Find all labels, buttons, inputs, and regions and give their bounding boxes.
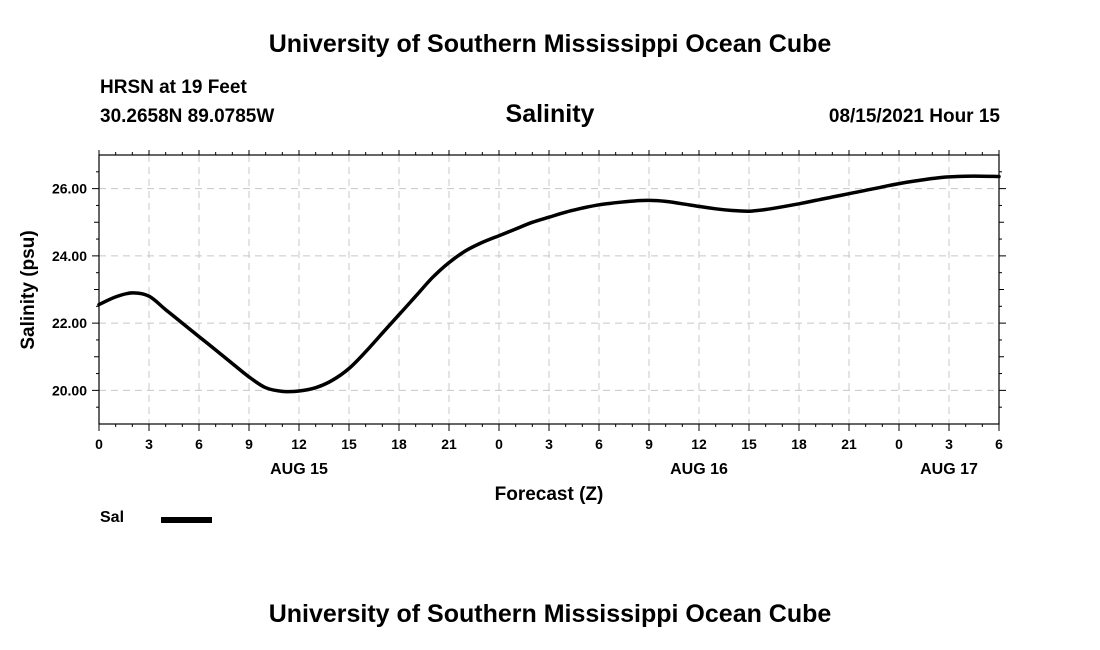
run-time-label: 08/15/2021 Hour 15 [828,106,1000,127]
x-tick-label: 3 [145,436,153,452]
x-tick-label: 6 [595,436,603,452]
chart-title-bottom: University of Southern Mississippi Ocean… [268,600,832,628]
x-tick-label: 0 [495,436,503,452]
date-label: AUG 17 [920,461,978,478]
chart-title-top: University of Southern Mississippi Ocean… [268,30,832,58]
x-tick-label: 15 [341,436,357,452]
y-tick-label: 24.00 [52,248,87,264]
x-tick-label: 15 [741,436,757,452]
x-tick-label: 6 [995,436,1003,452]
x-tick-label: 18 [791,436,807,452]
x-tick-label: 9 [245,436,253,452]
series-line-sal [97,174,1001,394]
x-tick-label: 12 [291,436,307,452]
date-label: AUG 15 [270,461,328,478]
coordinates-label: 30.2658N 89.0785W [100,106,275,127]
x-tick-label: 3 [545,436,553,452]
y-axis-label: Salinity (psu) [18,230,39,349]
x-tick-label: 0 [95,436,103,452]
x-tick-label: 0 [895,436,903,452]
station-label: HRSN at 19 Feet [100,77,247,98]
x-tick-label: 21 [841,436,857,452]
y-tick-label: 22.00 [52,315,87,331]
x-tick-label: 18 [391,436,407,452]
x-axis-label: Forecast (Z) [495,484,604,505]
x-tick-label: 12 [691,436,707,452]
legend-label: Sal [100,509,125,526]
y-tick-label: 20.00 [52,382,87,398]
legend-swatch [161,517,212,523]
variable-title: Salinity [505,100,595,128]
date-label: AUG 16 [670,461,728,478]
x-tick-label: 3 [945,436,953,452]
x-tick-label: 21 [441,436,457,452]
x-tick-label: 6 [195,436,203,452]
y-tick-label: 26.00 [52,181,87,197]
x-tick-label: 9 [645,436,653,452]
